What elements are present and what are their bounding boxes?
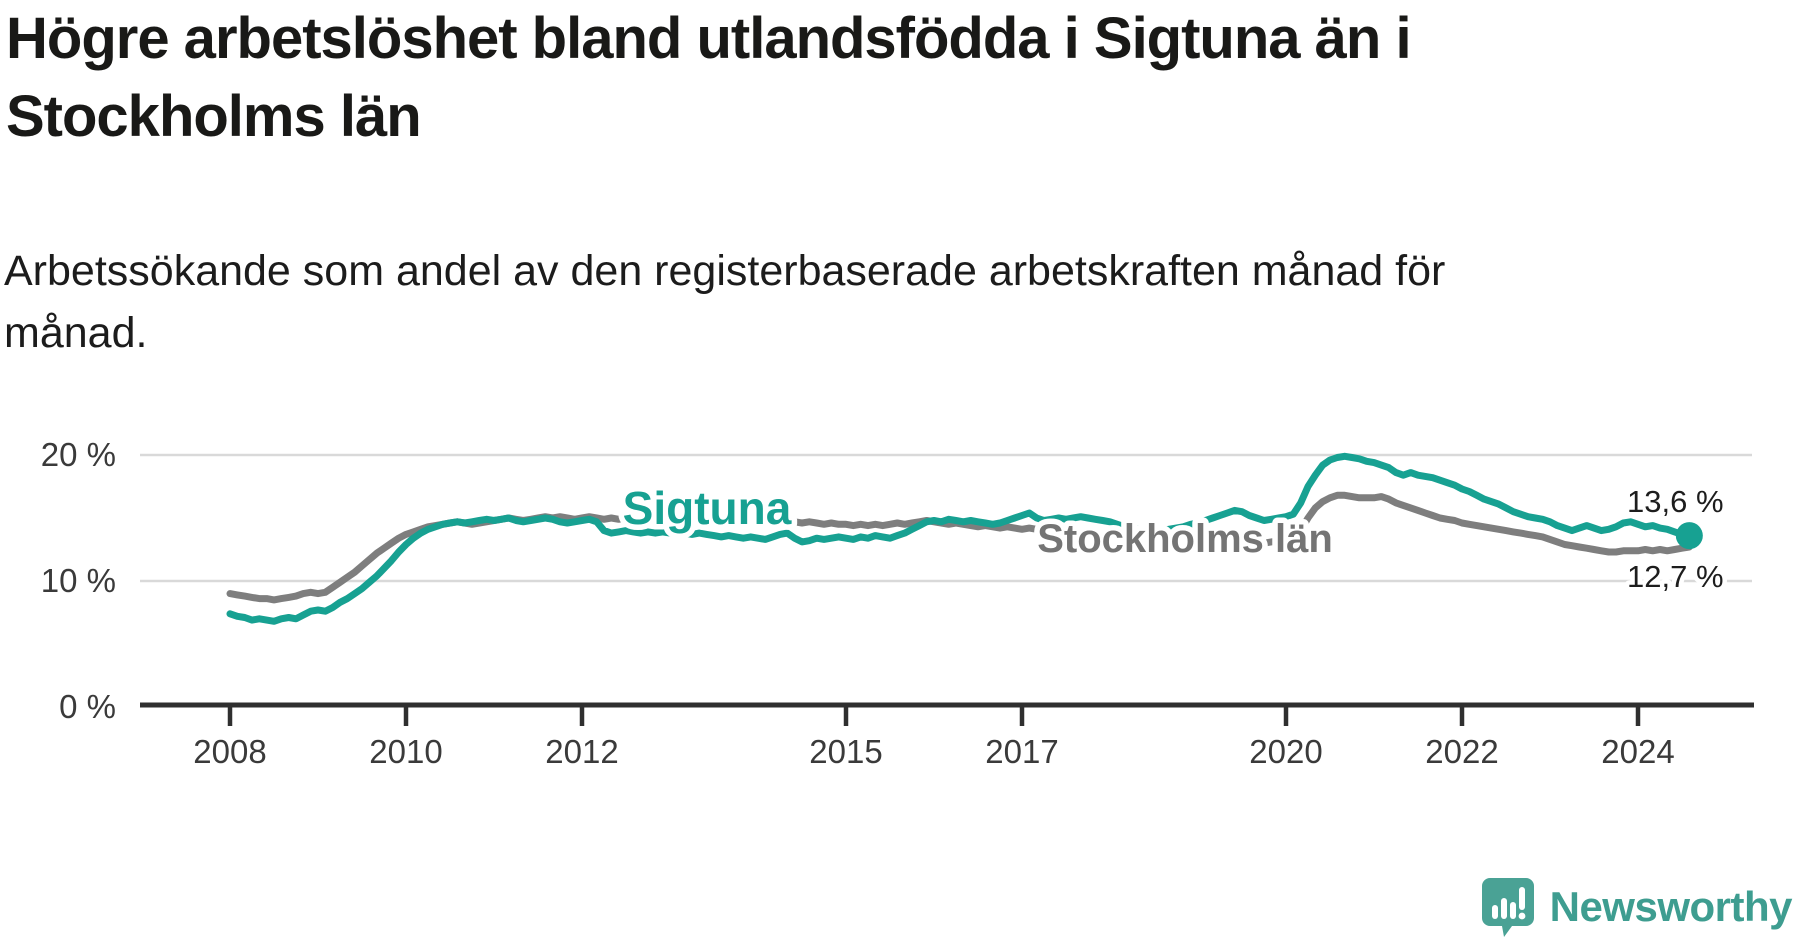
series-line-sigtuna <box>226 452 1693 625</box>
x-tick-label-2022: 2022 <box>1425 733 1498 770</box>
bar-1 <box>1491 905 1498 919</box>
bar-2 <box>1500 898 1507 919</box>
series-label-stockholms-l-n: Stockholms län <box>1037 517 1333 561</box>
bubble-shape <box>1481 878 1534 937</box>
newsworthy-wordmark: Newsworthy <box>1549 883 1793 930</box>
newsworthy-bubble-icon <box>1481 878 1534 937</box>
exclamation-dot <box>1518 912 1526 920</box>
exclamation-bar <box>1518 887 1525 910</box>
bar-3 <box>1509 902 1516 919</box>
x-tick-label-2020: 2020 <box>1249 733 1322 770</box>
x-tick-label-2010: 2010 <box>369 733 442 770</box>
x-tick-label-2024: 2024 <box>1601 733 1674 770</box>
series-line-stockholms-l-n <box>226 491 1693 604</box>
newsworthy-logo: Newsworthy <box>1480 876 1793 938</box>
series-end-dot <box>1675 522 1703 550</box>
chart-title: Högre arbetslöshet bland utlandsfödda i … <box>6 6 1412 149</box>
x-tick-label-2017: 2017 <box>985 733 1058 770</box>
y-tick-label-10: 10 % <box>41 562 116 599</box>
latest-value-label-stockholms-l-n: 12,7 % <box>1627 559 1724 594</box>
chart-subtitle: Arbetssökande som andel av den registerb… <box>4 247 1446 357</box>
x-tick-label-2015: 2015 <box>809 733 882 770</box>
series-label-sigtuna: Sigtuna <box>623 482 792 534</box>
x-tick-label-2008: 2008 <box>193 733 266 770</box>
x-tick-label-2012: 2012 <box>545 733 618 770</box>
y-tick-label-0: 0 % <box>59 688 116 725</box>
latest-value-label-sigtuna: 13,6 % <box>1627 484 1724 519</box>
y-tick-label-20: 20 % <box>41 436 116 473</box>
